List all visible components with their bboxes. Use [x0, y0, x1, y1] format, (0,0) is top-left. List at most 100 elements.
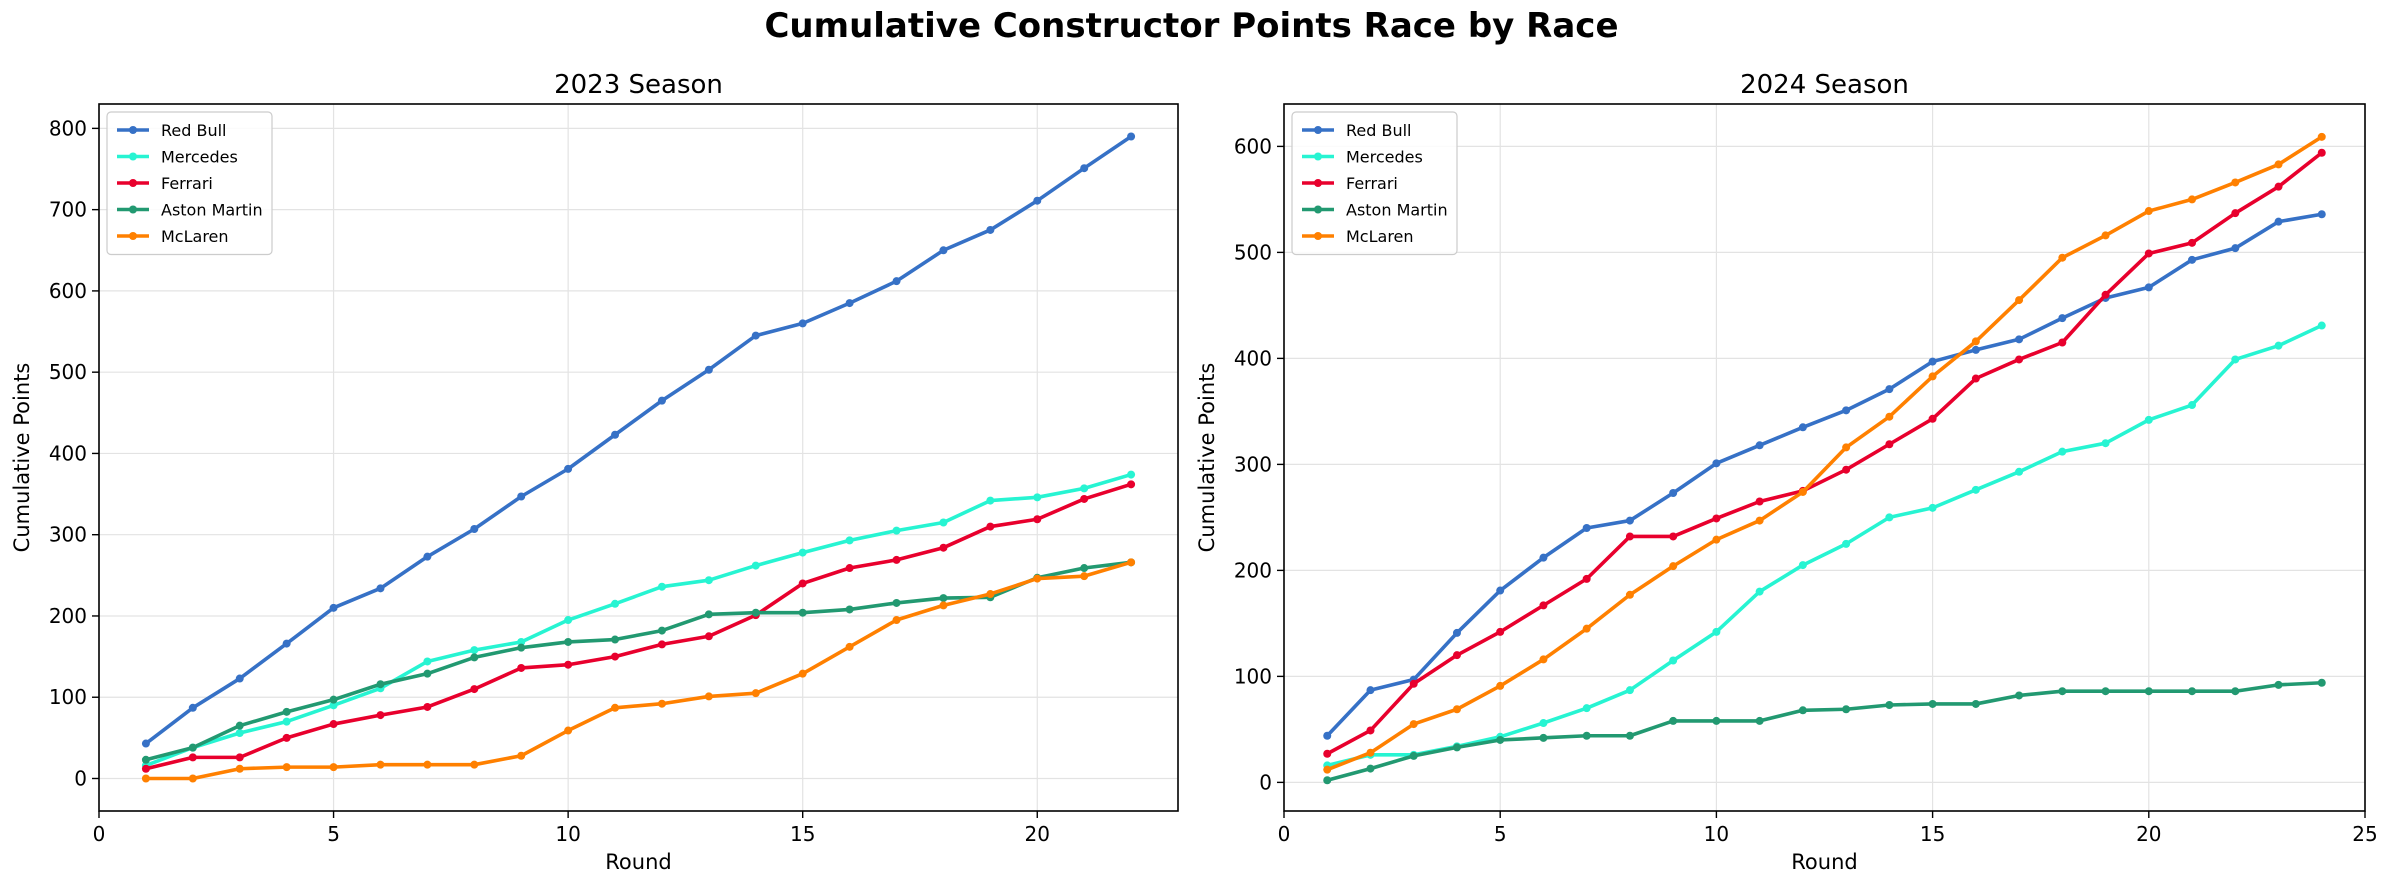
x-tick-label: 20 [2136, 822, 2161, 846]
data-point [2274, 341, 2283, 350]
data-point [2274, 160, 2283, 169]
data-point [704, 610, 713, 619]
data-point [376, 680, 385, 689]
data-point [845, 642, 854, 651]
data-point [939, 601, 948, 610]
y-tick-label: 100 [49, 685, 87, 709]
x-tick-label: 20 [1025, 822, 1050, 846]
data-point [1928, 372, 1937, 381]
y-tick-label: 100 [1234, 664, 1272, 688]
data-point [282, 707, 291, 716]
data-point [657, 640, 666, 649]
y-tick-label: 400 [1234, 346, 1272, 370]
data-point [2188, 195, 2197, 204]
data-point [2101, 290, 2110, 299]
data-point [1712, 459, 1721, 468]
series-line [144, 472, 1133, 768]
data-point [1582, 624, 1591, 633]
chart-title: 2023 Season [554, 70, 723, 100]
legend-label: McLaren [1346, 227, 1414, 246]
data-point [2058, 314, 2067, 323]
legend-marker [1314, 179, 1322, 187]
legend-marker [129, 232, 137, 240]
data-point [376, 760, 385, 769]
data-point [235, 728, 244, 737]
series-mclaren [1323, 132, 2326, 774]
data-point [1323, 776, 1332, 785]
data-point [2231, 355, 2240, 364]
legend-label: Aston Martin [161, 201, 263, 220]
data-point [939, 518, 948, 527]
data-point [1842, 465, 1851, 474]
data-point [1582, 574, 1591, 583]
data-point [986, 522, 995, 531]
data-point [1539, 655, 1548, 664]
series-aston-martin [141, 558, 1136, 764]
data-point [517, 492, 526, 501]
data-point [1798, 706, 1807, 715]
y-axis-label: Cumulative Points [1195, 363, 1219, 553]
data-point [611, 635, 620, 644]
data-point [2317, 210, 2326, 219]
data-point [1625, 516, 1634, 525]
data-point [1366, 686, 1375, 695]
legend-item: Red Bull [117, 121, 227, 140]
legend-item: Aston Martin [117, 201, 263, 220]
data-point [1496, 627, 1505, 636]
data-point [1669, 489, 1678, 498]
y-tick-label: 800 [49, 116, 87, 140]
data-point [2101, 231, 2110, 240]
data-point [986, 496, 995, 505]
data-point [1928, 699, 1937, 708]
data-point [235, 721, 244, 730]
data-point [2144, 249, 2153, 258]
data-point [2101, 687, 2110, 696]
axes-frame [1283, 103, 2366, 812]
data-point [2144, 687, 2153, 696]
legend-label: Red Bull [161, 121, 227, 140]
data-point [235, 674, 244, 683]
data-point [2317, 678, 2326, 687]
data-point [1366, 726, 1375, 735]
data-point [657, 699, 666, 708]
data-point [1033, 196, 1042, 205]
data-point [329, 763, 338, 772]
data-point [657, 582, 666, 591]
data-point [2144, 207, 2153, 216]
data-point [798, 669, 807, 678]
data-point [564, 726, 573, 735]
x-tick-label: 10 [555, 822, 580, 846]
data-point [1842, 539, 1851, 548]
data-point [141, 764, 150, 773]
data-point [517, 637, 526, 646]
legend-item: Red Bull [1302, 121, 1412, 140]
data-point [2015, 467, 2024, 476]
data-point [1669, 562, 1678, 571]
series-line [144, 560, 1133, 781]
data-point [2015, 296, 2024, 305]
data-point [1033, 493, 1042, 502]
x-tick-label: 5 [1494, 822, 1507, 846]
y-tick-label: 0 [1259, 770, 1272, 794]
data-point [2188, 687, 2197, 696]
legend-marker [129, 205, 137, 214]
series-line [144, 560, 1133, 762]
data-point [1496, 735, 1505, 744]
data-point [1971, 699, 1980, 708]
data-point [1625, 686, 1634, 695]
legend: Red Bull Mercedes Ferrari Aston Martin McLar… [1291, 111, 1458, 256]
data-point [1127, 132, 1136, 141]
data-point [423, 669, 432, 678]
data-point [1452, 628, 1461, 637]
data-point [845, 536, 854, 545]
data-point [329, 701, 338, 710]
data-point [892, 616, 901, 625]
series-line [1325, 150, 2324, 756]
data-point [564, 660, 573, 669]
data-point [1885, 701, 1894, 710]
data-point [470, 760, 479, 769]
data-point [1798, 561, 1807, 570]
data-point [564, 637, 573, 646]
data-point [2317, 132, 2326, 141]
